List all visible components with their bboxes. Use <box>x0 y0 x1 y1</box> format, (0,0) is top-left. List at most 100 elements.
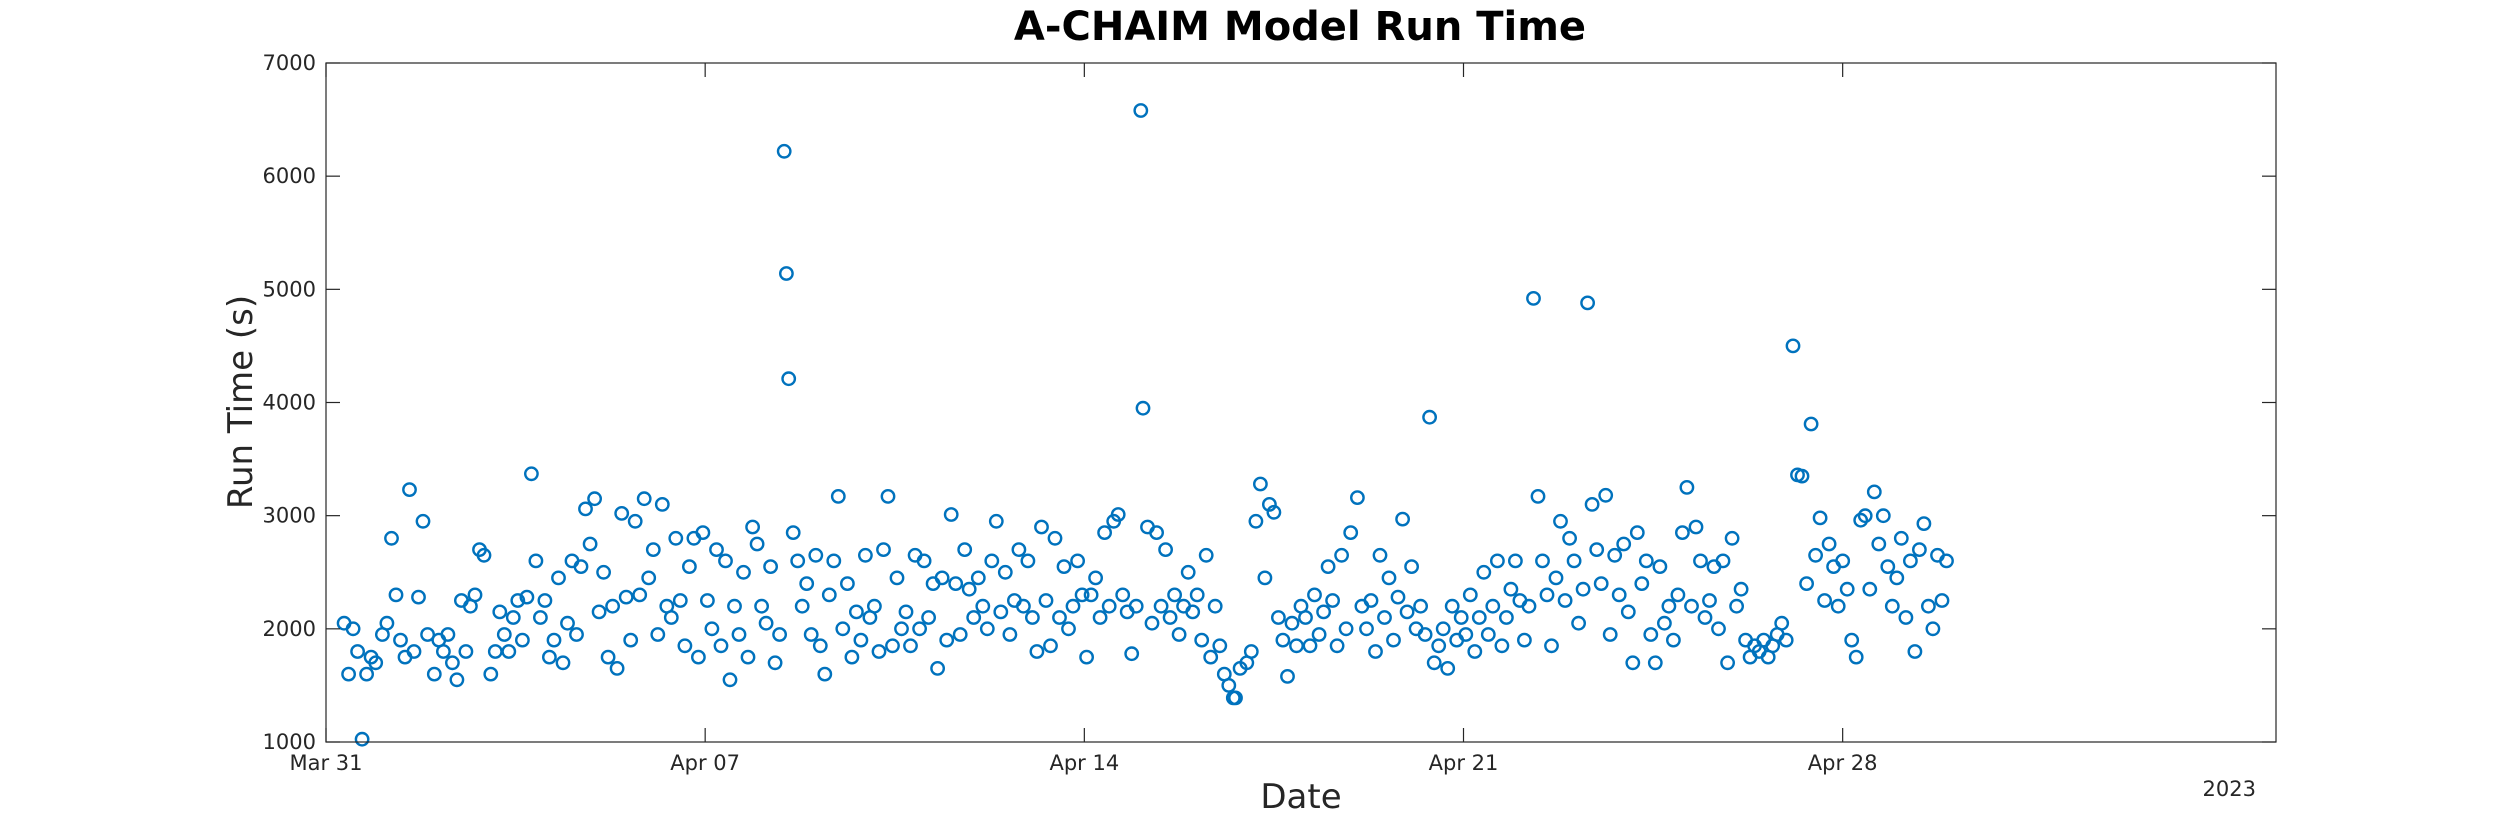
data-point <box>1440 661 1456 676</box>
data-point <box>1153 598 1169 614</box>
y-tick-label: 1000 <box>263 730 316 754</box>
data-point <box>1074 587 1090 603</box>
data-point <box>1194 632 1210 648</box>
data-point <box>627 513 643 529</box>
data-point <box>1079 649 1095 665</box>
data-point <box>1702 593 1717 608</box>
data-point <box>1088 570 1104 586</box>
data-point <box>524 466 539 482</box>
y-axis: 1000 2000 3000 4000 5000 6000 7000 <box>263 51 2276 754</box>
data-point <box>812 638 828 654</box>
data-point <box>1052 610 1067 625</box>
data-point <box>1444 598 1460 614</box>
data-point <box>1083 587 1099 603</box>
data-point <box>794 598 810 614</box>
x-tick-label: Apr 14 <box>1049 751 1119 775</box>
data-point <box>1124 646 1140 662</box>
data-point <box>1377 610 1392 625</box>
data-point <box>609 661 625 676</box>
data-point <box>596 564 611 580</box>
data-point <box>745 519 760 535</box>
data-point <box>1435 621 1451 637</box>
data-point <box>510 593 526 608</box>
data-point <box>1038 593 1054 608</box>
data-point <box>785 525 801 540</box>
data-point <box>1921 598 1936 614</box>
data-point <box>916 553 932 569</box>
x-tick-label: Apr 21 <box>1429 751 1499 775</box>
data-point <box>1320 559 1336 574</box>
data-point <box>1539 587 1555 603</box>
data-point <box>1553 513 1568 529</box>
data-point <box>537 593 553 608</box>
data-point <box>533 610 548 625</box>
data-point <box>672 593 688 608</box>
data-point <box>1144 615 1160 631</box>
data-point <box>1070 553 1086 569</box>
data-point <box>487 644 503 659</box>
data-point <box>1794 468 1810 484</box>
data-point <box>1431 638 1447 654</box>
data-point <box>1657 615 1672 631</box>
data-point <box>483 666 499 682</box>
data-point <box>582 536 598 552</box>
data-point <box>718 553 733 569</box>
data-point <box>1302 638 1318 654</box>
data-point <box>341 666 356 682</box>
data-point <box>345 621 361 637</box>
data-point <box>835 621 851 637</box>
data-point <box>1065 598 1081 614</box>
data-point <box>1253 476 1268 492</box>
data-point <box>1476 564 1492 580</box>
data-point <box>1275 632 1291 648</box>
data-point <box>1334 547 1350 563</box>
data-point <box>943 507 959 522</box>
data-point <box>695 525 711 540</box>
data-point <box>551 570 566 586</box>
data-point <box>1661 598 1677 614</box>
data-point <box>1934 593 1950 608</box>
data-point <box>975 598 991 614</box>
data-point <box>1284 615 1300 631</box>
data-point <box>519 589 535 605</box>
data-point <box>1171 627 1187 642</box>
data-point <box>1724 530 1740 546</box>
data-point <box>1056 559 1072 574</box>
data-point <box>1426 655 1442 671</box>
data-point <box>1875 508 1891 524</box>
data-point <box>939 632 955 648</box>
y-axis-label: Run Time (s) <box>221 295 261 509</box>
data-point <box>388 587 404 603</box>
data-point <box>515 632 530 648</box>
data-point <box>1422 409 1438 425</box>
data-point <box>997 564 1013 580</box>
data-point <box>930 661 945 676</box>
data-point <box>411 589 426 605</box>
data-point <box>912 621 927 637</box>
data-point <box>858 547 873 563</box>
data-point <box>1343 525 1359 540</box>
data-point <box>1329 638 1345 654</box>
data-point <box>578 501 593 517</box>
data-point <box>1381 570 1397 586</box>
data-point <box>952 627 968 642</box>
data-point <box>1133 103 1149 118</box>
data-point <box>1652 559 1668 574</box>
data-point <box>1271 610 1286 625</box>
data-point <box>1889 570 1905 586</box>
data-point <box>682 559 697 574</box>
data-point <box>1862 581 1878 597</box>
data-point <box>754 598 769 614</box>
chart-title: A-CHAIM Model Run Time <box>1014 4 1586 50</box>
data-point <box>663 610 679 625</box>
data-point <box>1158 542 1174 557</box>
data-point <box>600 649 616 665</box>
data-point <box>731 627 747 642</box>
data-point <box>1512 593 1528 608</box>
data-point <box>1821 536 1837 552</box>
data-point <box>1733 581 1749 597</box>
data-point <box>1607 547 1623 563</box>
data-point <box>1257 570 1273 586</box>
data-point <box>632 587 648 603</box>
